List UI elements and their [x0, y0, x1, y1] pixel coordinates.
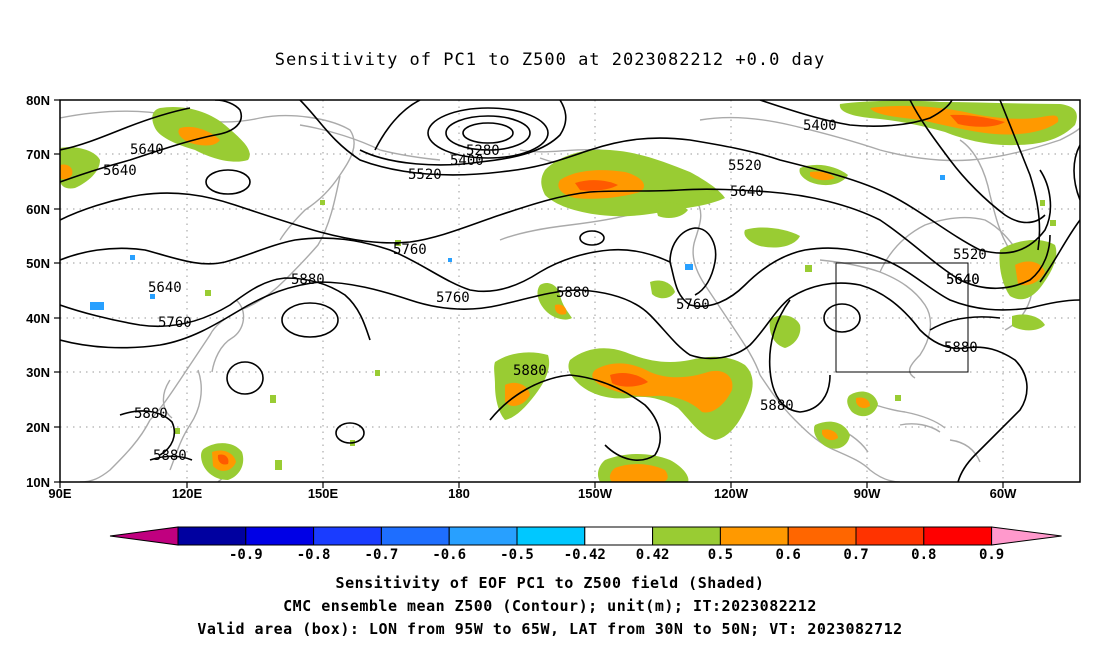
contour-label: 5520	[953, 247, 987, 263]
colorbar-box	[787, 526, 857, 546]
contour-label: 5880	[944, 340, 978, 356]
lon-label: 180	[448, 486, 470, 501]
sensitivity-shading	[60, 100, 1077, 482]
axis-ticks	[54, 99, 1004, 488]
colorbar-label: 0.6	[776, 547, 801, 563]
z500-contours	[60, 100, 1080, 482]
contour-label: 5280	[466, 143, 500, 159]
contour-label: 5520	[728, 158, 762, 174]
lon-label: 120W	[714, 486, 749, 501]
footer-line-1: Sensitivity of EOF PC1 to Z500 field (Sh…	[335, 574, 765, 592]
colorbar-label: -0.5	[500, 547, 534, 563]
lat-label: 50N	[26, 256, 50, 271]
colorbar-box	[448, 526, 518, 546]
lon-label: 90W	[854, 486, 881, 501]
colorbar-label: 0.5	[708, 547, 733, 563]
lat-label: 70N	[26, 147, 50, 162]
colorbar-label: -0.9	[229, 547, 263, 563]
colorbar-label: -0.42	[564, 547, 606, 563]
contour-label: 5880	[513, 363, 547, 379]
contour-label: 5400	[450, 153, 484, 169]
valid-area-box	[835, 262, 969, 373]
contour-label: 5760	[436, 290, 470, 306]
colorbar-box	[652, 526, 721, 546]
contour-label: 5880	[556, 285, 590, 301]
contour-label: 5880	[134, 406, 168, 422]
lon-label: 60W	[990, 486, 1017, 501]
contour-label: 5640	[130, 142, 164, 158]
colorbar-label: -0.8	[297, 547, 331, 563]
colorbar-label: 0.42	[636, 547, 670, 563]
contour-label: 5400	[803, 118, 837, 134]
colorbar: -0.9 -0.8 -0.7 -0.6 -0.5 -0.42 0.42 0.5 0.6 0.7 0.…	[109, 526, 1062, 563]
lat-label: 20N	[26, 420, 50, 435]
colorbar-box	[380, 526, 450, 546]
lat-label: 60N	[26, 202, 50, 217]
lon-label: 150W	[578, 486, 613, 501]
contour-label: 5640	[946, 272, 980, 288]
footer-line-2: CMC ensemble mean Z500 (Contour); unit(m…	[283, 597, 817, 615]
contour-label: 5760	[393, 242, 427, 258]
contour-label: 5640	[103, 163, 137, 179]
lon-label: 120E	[172, 486, 203, 501]
contour-label: 5640	[148, 280, 182, 296]
contour-labels: 5280 5400 5520 5640 5760 5880 5640 5640 …	[103, 118, 987, 464]
colorbar-box	[313, 526, 382, 546]
map-frame	[59, 99, 1081, 483]
colorbar-right-arrow	[991, 526, 1062, 546]
colorbar-box	[516, 526, 586, 546]
lon-label: 150E	[308, 486, 339, 501]
colorbar-box	[719, 526, 789, 546]
colorbar-box	[584, 526, 654, 546]
contour-label: 5760	[158, 315, 192, 331]
colorbar-label: 0.7	[843, 547, 868, 563]
colorbar-box	[923, 526, 993, 546]
colorbar-box	[245, 526, 315, 546]
contour-label: 5880	[760, 398, 794, 414]
lat-label: 30N	[26, 365, 50, 380]
colorbar-label: -0.6	[432, 547, 466, 563]
contour-label: 5880	[153, 448, 187, 464]
latitude-labels: 80N 70N 60N 50N 40N 30N 20N 10N	[26, 93, 50, 490]
colorbar-label: 0.8	[911, 547, 936, 563]
footer-line-3: Valid area (box): LON from 95W to 65W, L…	[197, 620, 903, 638]
colorbar-left-arrow	[109, 526, 179, 546]
colorbar-label: 0.9	[979, 547, 1004, 563]
lat-label: 40N	[26, 311, 50, 326]
contour-label: 5640	[946, 272, 980, 288]
colorbar-box	[855, 526, 925, 546]
lat-label: 80N	[26, 93, 50, 108]
colorbar-box	[177, 526, 247, 546]
contour-label: 5520	[408, 167, 442, 183]
contour-label: 5640	[730, 184, 764, 200]
contour-label: 5880	[291, 272, 325, 288]
contour-label: 5760	[676, 297, 710, 313]
colorbar-label: -0.7	[365, 547, 399, 563]
longitude-labels: 90E 120E 150E 180 150W 120W 90W 60W	[48, 486, 1017, 501]
lat-label: 10N	[26, 475, 50, 490]
map-title: Sensitivity of PC1 to Z500 at 2023082212…	[274, 50, 826, 70]
lon-label: 90E	[48, 486, 71, 501]
